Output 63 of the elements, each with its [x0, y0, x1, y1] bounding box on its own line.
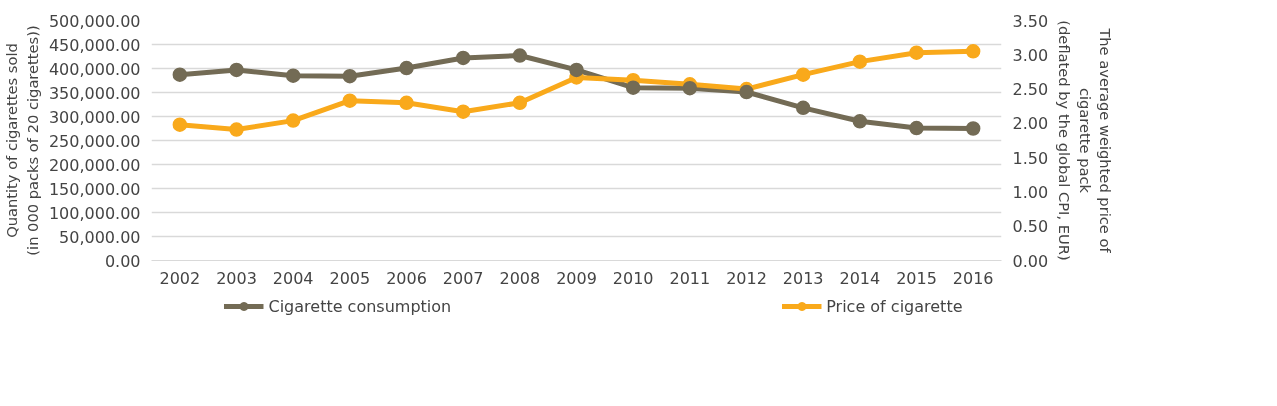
point — [909, 45, 924, 60]
x-tick-label: 2012 — [726, 268, 767, 288]
x-tick-label: 2004 — [272, 268, 314, 288]
point — [399, 60, 414, 76]
y2-tick-label: 1.00 — [1012, 182, 1049, 202]
point — [342, 68, 358, 84]
y-tick-label: 450,000.00 — [48, 35, 141, 55]
y-tick-label: 300,000.00 — [48, 107, 141, 127]
x-tick-label: 2003 — [216, 268, 257, 288]
y2-tick-label: 0.00 — [1012, 251, 1049, 271]
point — [682, 80, 698, 96]
y-tick-label: 500,000.00 — [48, 11, 141, 31]
y2-tick-label: 2.00 — [1012, 114, 1049, 134]
point — [852, 54, 868, 69]
y-tick-label: 200,000.00 — [48, 155, 141, 175]
y2-tick-label: 1.50 — [1012, 148, 1049, 168]
point — [795, 100, 811, 116]
point — [172, 117, 188, 132]
y2-tick-label: 3.00 — [1012, 45, 1049, 65]
x-tick-label: 2007 — [442, 268, 484, 288]
point — [965, 44, 981, 59]
y-tick-label: 400,000.00 — [48, 59, 141, 79]
point — [455, 50, 471, 66]
point — [455, 104, 471, 119]
x-tick-label: 2010 — [612, 268, 654, 288]
x-tick-label: 2008 — [499, 268, 541, 288]
x-tick-label: 2013 — [782, 268, 824, 288]
y-tick-label: 100,000.00 — [48, 203, 141, 223]
x-tick-label: 2014 — [839, 268, 881, 288]
point — [852, 114, 868, 129]
y-tick-label: 250,000.00 — [48, 131, 141, 151]
y-tick-label: 50,000.00 — [59, 227, 141, 247]
point — [229, 62, 244, 78]
x-tick-label: 2006 — [386, 268, 427, 288]
point — [909, 120, 924, 136]
x-tick-label: 2002 — [159, 268, 201, 288]
point — [625, 80, 641, 95]
point — [569, 62, 584, 78]
y-tick-label: 150,000.00 — [48, 179, 141, 199]
x-tick-label: 2015 — [896, 268, 937, 288]
point — [342, 93, 358, 108]
legend-label: Price of cigarette — [826, 296, 963, 316]
x-tick-label: 2009 — [556, 268, 597, 288]
x-tick-label: 2005 — [329, 268, 371, 288]
y-tick-label: 350,000.00 — [48, 83, 141, 103]
point — [285, 113, 301, 128]
y2-axis-title: The average weighted price of cigarette pack (deflated by the global CPI, EUR) — [1056, 20, 1114, 261]
x-tick-label: 2016 — [952, 268, 994, 288]
y2-tick-label: 3.50 — [1012, 11, 1049, 31]
y2-tick-label: 2.50 — [1012, 80, 1049, 100]
point — [512, 95, 528, 111]
point — [795, 67, 811, 82]
y-axis-title: Quantity of cigarettes sold (in 000 packs of 20 cigarettes)) — [3, 25, 41, 256]
y-tick-label: 0.00 — [104, 251, 141, 271]
y2-tick-label: 0.50 — [1012, 217, 1049, 237]
point — [229, 122, 244, 137]
point — [285, 68, 301, 83]
point — [172, 67, 188, 82]
x-tick-label: 2011 — [669, 268, 711, 288]
point — [512, 48, 528, 63]
point — [965, 121, 981, 136]
point — [399, 95, 414, 111]
legend-label: Cigarette consumption — [268, 296, 452, 316]
